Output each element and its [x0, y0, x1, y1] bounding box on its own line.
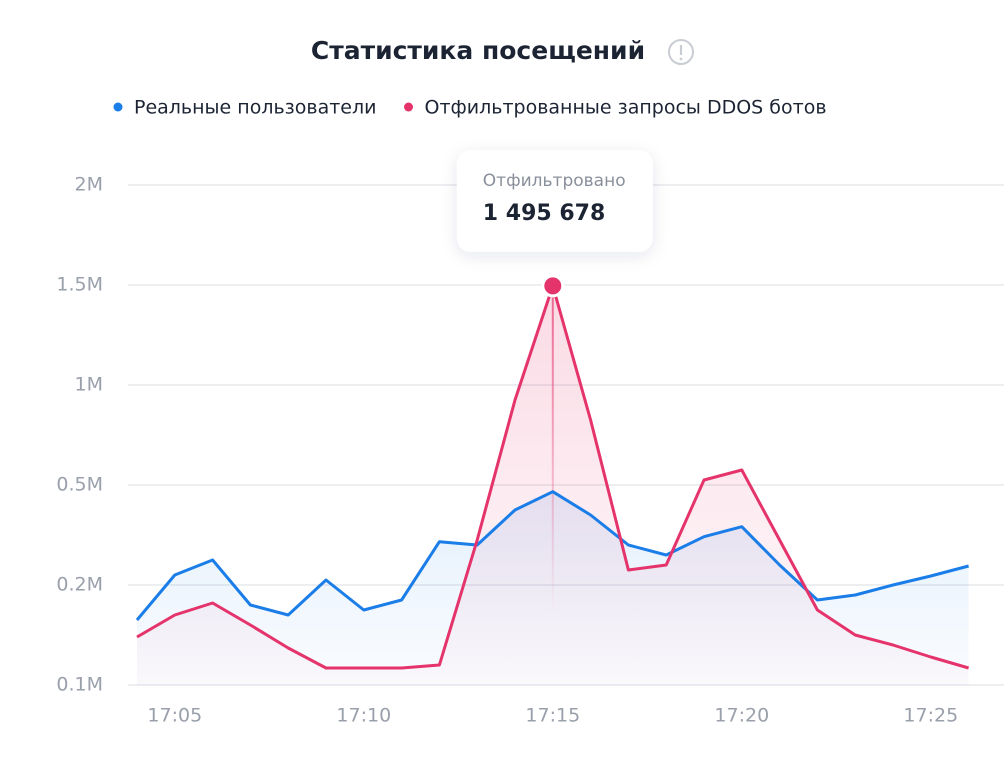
x-tick-label: 17:25	[903, 705, 958, 727]
x-tick-label: 17:20	[714, 705, 769, 727]
y-tick-label: 0.5M	[56, 474, 103, 496]
x-tick-label: 17:10	[336, 705, 391, 727]
series-line	[135, 490, 969, 621]
info-icon[interactable]	[668, 39, 694, 65]
y-tick-label: 2M	[75, 174, 103, 196]
hover-line	[551, 285, 554, 612]
y-tick-label: 0.1M	[56, 674, 103, 696]
x-tick-label: 17:05	[147, 705, 202, 727]
y-tick-label: 1.5M	[56, 274, 103, 296]
tooltip-title: Отфильтровано	[483, 171, 626, 191]
tooltip-box	[456, 150, 653, 252]
legend-marker	[113, 102, 123, 112]
legend-label: Отфильтрованные запросы DDOS ботов	[425, 97, 827, 119]
x-tick-label: 17:15	[525, 705, 580, 727]
tooltip-value: 1 495 678	[483, 201, 605, 226]
legend-marker	[404, 102, 413, 112]
chart-title: Статистика посещений	[311, 36, 645, 65]
legend-label: Реальные пользователи	[134, 97, 377, 119]
y-tick-label: 1M	[75, 374, 103, 396]
y-tick-label: 0.2M	[56, 574, 103, 596]
hover-point	[541, 274, 565, 298]
